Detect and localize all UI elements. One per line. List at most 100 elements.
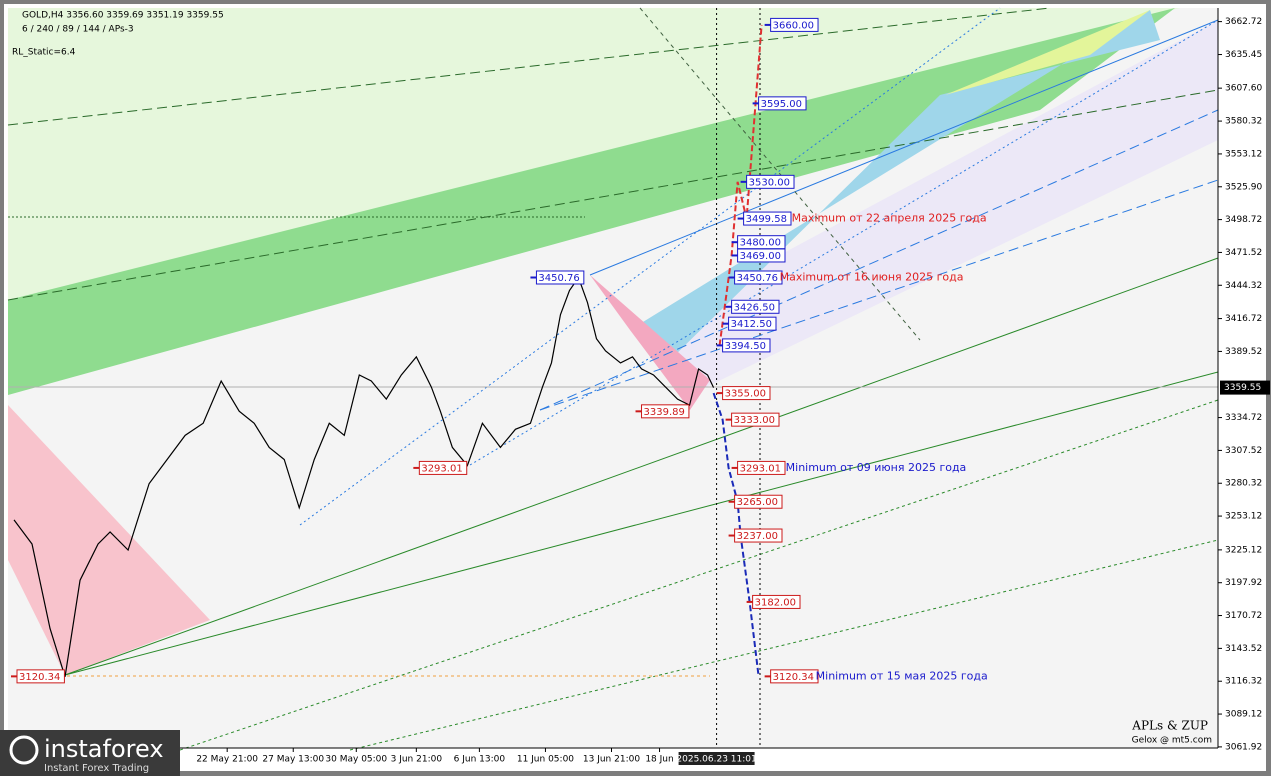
y-tick-label: 3170.72 [1225, 611, 1262, 621]
y-tick-label: 3143.52 [1225, 644, 1262, 654]
level-box [16, 669, 65, 684]
indicator: 6 / 240 / 89 / 144 / APs-3 [22, 25, 134, 35]
x-tick-label: 13 Jun 21:00 [583, 755, 640, 765]
y-tick-label: 3116.32 [1225, 677, 1262, 687]
level-label: 3426.50 [734, 302, 775, 313]
level-label: 3660.00 [773, 20, 814, 31]
fan-line [469, 19, 1219, 466]
y-tick-label: 3389.52 [1225, 347, 1262, 357]
x-tick-label: 22 May 21:00 [196, 755, 258, 765]
level-label: 3120.34 [773, 672, 814, 683]
level-box [737, 248, 786, 263]
y-tick-label: 3334.72 [1225, 413, 1262, 423]
trend-line [64, 371, 1219, 676]
lavender-zone [640, 20, 1218, 390]
y-tick-label: 3662.72 [1225, 17, 1262, 27]
level-box [731, 412, 780, 427]
level-label: 3293.01 [740, 463, 781, 474]
y-tick-label: 3253.12 [1225, 512, 1262, 522]
y-tick-label: 3416.72 [1225, 314, 1262, 324]
y-tick-label: 3307.52 [1225, 446, 1262, 456]
level-box [770, 17, 819, 32]
annotation: Maximum от 16 июня 2025 года [780, 270, 964, 283]
level-label: 3530.00 [749, 177, 790, 188]
y-tick-label: 3444.32 [1225, 281, 1262, 291]
logo-sub: Instant Forex Trading [44, 763, 149, 774]
x-tick-label: 18 Jun [645, 755, 673, 765]
level-label: 3595.00 [761, 99, 802, 110]
level-box [737, 460, 786, 475]
level-label: 3293.01 [421, 463, 462, 474]
credit: APLs & ZUP [1131, 719, 1208, 733]
yellow-zone [945, 10, 1150, 95]
static-label: RL_Static=6.4 [12, 48, 76, 58]
level-label: 3120.34 [19, 672, 60, 683]
x-tick-label: 30 May 05:00 [325, 755, 387, 765]
level-label: 3469.00 [740, 251, 781, 262]
trend-line [7, 7, 1051, 126]
x-tick-label: 11 Jun 05:00 [517, 755, 574, 765]
y-tick-label: 3525.90 [1225, 182, 1262, 192]
level-label: 3339.89 [644, 407, 685, 418]
trend-line [179, 399, 1219, 751]
level-label: 3355.00 [725, 389, 766, 400]
y-tick-label: 3089.12 [1225, 710, 1262, 720]
annotation: Minimum от 15 мая 2025 года [816, 669, 988, 682]
y-tick-label: 3225.12 [1225, 545, 1262, 555]
trend-line [349, 539, 1219, 751]
level-box [734, 528, 783, 543]
level-box [535, 270, 585, 285]
level-box [731, 299, 780, 314]
cursor-label: 2025.06.23 11:01 [676, 755, 756, 765]
y-tick-label: 3280.32 [1225, 479, 1262, 489]
level-box [418, 460, 468, 475]
level-box [743, 211, 792, 226]
credit-sub: Gelox @ mt5.com [1132, 736, 1212, 746]
y-tick-label: 3197.92 [1225, 578, 1262, 588]
price-line [13, 276, 715, 677]
x-tick-label: 3 Jun 21:00 [391, 755, 443, 765]
current-price-box [1220, 380, 1270, 395]
level-box [770, 669, 819, 684]
x-tick-label: 27 May 13:00 [262, 755, 324, 765]
level-label: 3333.00 [734, 415, 775, 426]
level-label: 3480.00 [740, 238, 781, 249]
cursor-label-box [678, 752, 755, 765]
y-tick-label: 3471.52 [1225, 248, 1262, 258]
level-label: 3412.50 [731, 319, 772, 330]
level-box [734, 270, 783, 285]
level-box [752, 594, 801, 609]
level-label: 3450.76 [737, 273, 778, 284]
annotation: Maximum от 22 апреля 2025 года [792, 212, 987, 225]
level-label: 3499.58 [746, 214, 787, 225]
logo: instaforex [44, 735, 164, 763]
fan-line [639, 7, 921, 341]
annotation: Minimum от 09 июня 2025 года [786, 461, 967, 474]
level-box [734, 494, 783, 509]
fan-line [299, 7, 1001, 526]
level-label: 3237.00 [737, 531, 778, 542]
logo-icon [9, 735, 39, 765]
pink-zone [8, 405, 210, 675]
level-label: 3450.76 [538, 273, 579, 284]
y-tick-label: 3580.32 [1225, 117, 1262, 127]
y-tick-label: 3553.12 [1225, 149, 1262, 159]
y-tick-label: 3607.60 [1225, 84, 1262, 94]
y-tick-label: 3061.92 [1225, 742, 1262, 752]
y-tick-label: 3498.72 [1225, 215, 1262, 225]
level-label: 3182.00 [755, 597, 796, 608]
blue-channel [630, 10, 1160, 360]
x-tick-label: 6 Jun 13:00 [454, 755, 506, 765]
y-tick-label: 3635.45 [1225, 50, 1262, 60]
fan-line [589, 19, 1219, 276]
level-box [722, 338, 771, 353]
level-box [746, 174, 795, 189]
header: GOLD,H4 3356.60 3359.69 3351.19 3359.55 [22, 11, 224, 21]
level-box [758, 96, 807, 111]
level-box [728, 316, 777, 331]
level-box [641, 404, 690, 419]
level-box [722, 386, 771, 401]
level-label: 3394.50 [725, 341, 766, 352]
trend-line [7, 89, 1219, 301]
